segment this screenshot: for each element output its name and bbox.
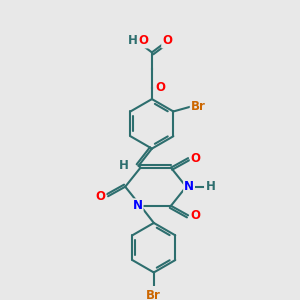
Text: Br: Br [191,100,206,113]
Text: O: O [162,34,172,47]
Text: O: O [191,152,201,165]
Text: O: O [138,34,148,47]
Text: H: H [118,159,128,172]
Text: N: N [184,180,194,193]
Text: H: H [206,180,216,193]
Text: O: O [191,209,201,222]
Text: O: O [155,81,166,94]
Text: O: O [95,190,106,203]
Text: H: H [128,34,138,47]
Text: N: N [133,199,142,212]
Text: Br: Br [146,289,161,300]
